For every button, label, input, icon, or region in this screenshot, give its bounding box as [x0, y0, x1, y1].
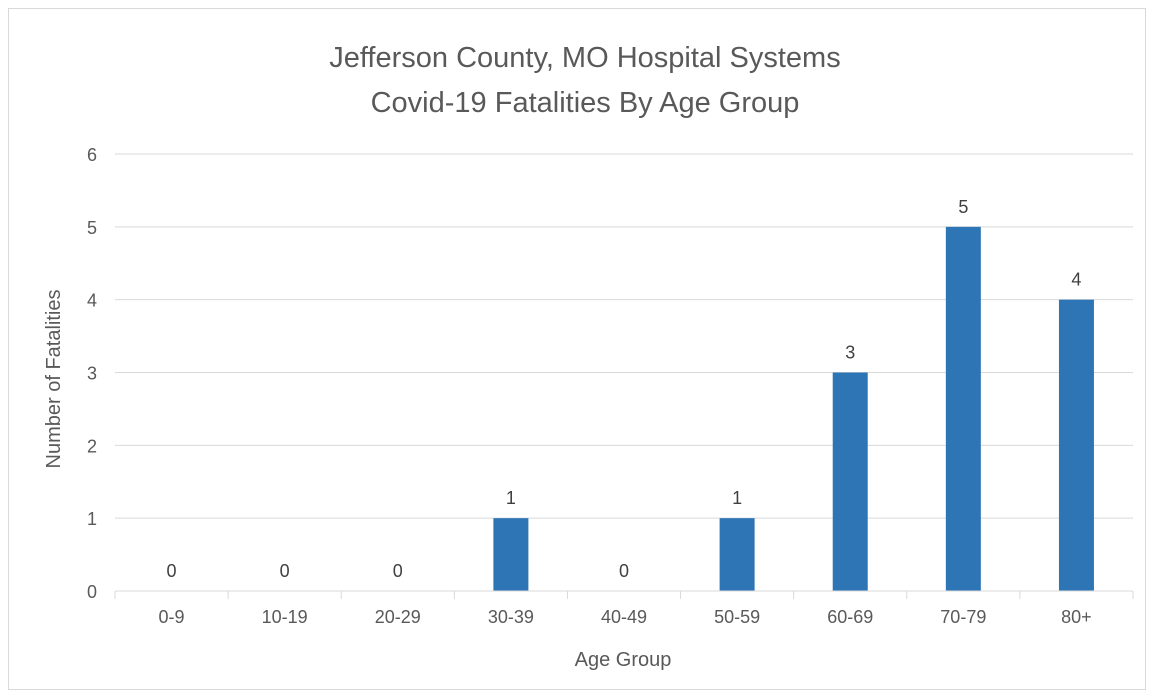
data-label-80+: 4: [1071, 270, 1081, 290]
y-tick-label: 1: [87, 509, 97, 529]
bar-80+: [1058, 299, 1094, 591]
x-tick-label-70-79: 70-79: [940, 607, 986, 627]
data-label-40-49: 0: [619, 561, 629, 581]
x-axis-ticks: 0-9 10-19 20-29 30-39 40-49 50-59 60-69 70-79 80…: [114, 590, 1134, 627]
bar-50-59: [719, 518, 755, 591]
x-tick-label-40-49: 40-49: [601, 607, 647, 627]
data-label-70-79: 5: [958, 197, 968, 217]
chart-frame: Jefferson County, MO Hospital Systems Co…: [8, 8, 1146, 690]
x-tick-label-50-59: 50-59: [714, 607, 760, 627]
x-tick-label-60-69: 60-69: [827, 607, 873, 627]
data-label-20-29: 0: [393, 561, 403, 581]
x-tick-label-20-29: 20-29: [375, 607, 421, 627]
y-axis-ticks: 0 1 2 3 4 5 6: [87, 145, 97, 602]
y-tick-label: 2: [87, 436, 97, 456]
bar-70-79: [945, 226, 981, 592]
y-tick-label: 3: [87, 364, 97, 384]
data-label-60-69: 3: [845, 343, 855, 363]
data-label-10-19: 0: [280, 561, 290, 581]
x-tick-label-80+: 80+: [1061, 607, 1092, 627]
data-label-0-9: 0: [167, 561, 177, 581]
x-tick-label-0-9: 0-9: [159, 607, 185, 627]
y-tick-label: 0: [87, 582, 97, 602]
gridlines: [115, 153, 1133, 592]
bar-chart: Jefferson County, MO Hospital Systems Co…: [43, 42, 1134, 671]
x-axis-title: Age Group: [575, 649, 672, 671]
chart-title-line-1: Jefferson County, MO Hospital Systems: [329, 42, 840, 74]
data-label-50-59: 1: [732, 488, 742, 508]
bar-60-69: [832, 372, 868, 591]
y-tick-label: 6: [87, 145, 97, 165]
data-label-30-39: 1: [506, 488, 516, 508]
y-axis-title: Number of Fatalities: [43, 290, 65, 469]
data-labels: 0 0 0 1 0 1 3 5 4: [167, 197, 1082, 581]
x-tick-label-10-19: 10-19: [262, 607, 308, 627]
y-tick-label: 4: [87, 291, 97, 311]
bar-30-39: [493, 518, 529, 591]
x-tick-label-30-39: 30-39: [488, 607, 534, 627]
y-tick-label: 5: [87, 218, 97, 238]
bars: [493, 226, 1094, 592]
chart-title-line-2: Covid-19 Fatalities By Age Group: [371, 87, 800, 119]
